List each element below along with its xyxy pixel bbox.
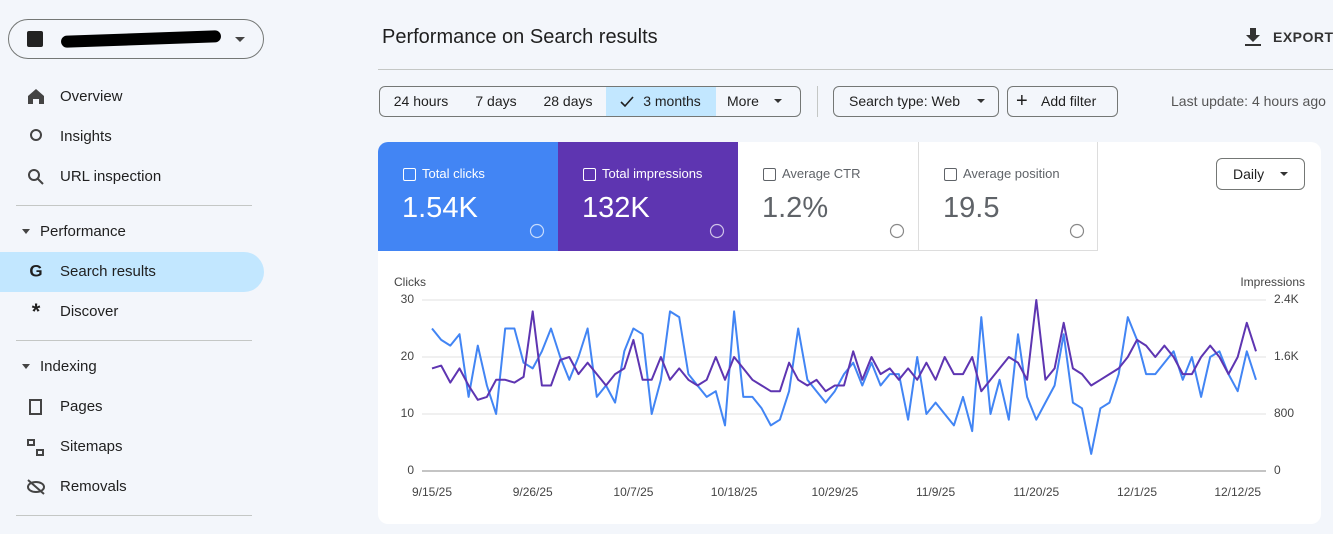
metric-value: 132K	[582, 192, 650, 224]
page-title: Performance on Search results	[382, 26, 658, 48]
metric-label: Average position	[963, 166, 1060, 181]
property-icon	[27, 31, 43, 47]
metric-card[interactable]: Average position 19.5	[918, 142, 1098, 251]
nav-icons: G *	[22, 89, 45, 495]
checkbox	[944, 168, 957, 181]
metric-value: 1.54K	[402, 192, 478, 224]
dropdown-arrow	[1280, 172, 1288, 180]
x-tick-label: 9/15/25	[412, 485, 452, 499]
data-line	[431, 310, 1257, 455]
export-button[interactable]: EXPORT	[1273, 29, 1333, 45]
range-button-selected[interactable]: 3 months	[606, 86, 717, 117]
dropdown-arrow	[774, 99, 782, 107]
checkbox	[403, 168, 416, 181]
last-update: Last update: 4 hours ago	[1171, 93, 1326, 109]
x-tick-label: 10/18/25	[711, 485, 758, 499]
range-button[interactable]: 7 days	[462, 86, 531, 117]
metric-card[interactable]: Total impressions 132K	[558, 142, 738, 251]
y-tick-label: 20	[401, 349, 415, 363]
divider	[16, 515, 252, 516]
sitemaps-icon	[36, 449, 44, 456]
metric-label: Total impressions	[602, 166, 703, 181]
metric-card[interactable]: Total clicks 1.54K	[378, 142, 558, 251]
nav-item[interactable]: Pages	[60, 398, 103, 415]
pages-icon	[29, 399, 42, 415]
more-button[interactable]: More	[716, 86, 801, 117]
nav-item[interactable]: Discover	[60, 303, 119, 320]
help-icon	[1069, 223, 1085, 239]
google-icon: G	[29, 261, 42, 280]
nav-item[interactable]: URL inspection	[60, 168, 162, 185]
y2-axis-label: Impressions	[1240, 275, 1305, 289]
discover-icon: *	[32, 299, 41, 324]
range-button[interactable]: 24 hours	[379, 86, 463, 117]
checkbox	[763, 168, 776, 181]
x-tick-label: 10/7/25	[613, 485, 653, 499]
nav-item[interactable]: Insights	[60, 128, 112, 145]
x-tick-label: 12/12/25	[1214, 485, 1261, 499]
divider	[817, 86, 818, 117]
nav-section[interactable]: Performance	[40, 223, 126, 240]
search-type-button[interactable]: Search type: Web	[833, 86, 999, 117]
checkbox	[583, 168, 596, 181]
nav-section[interactable]: Indexing	[40, 358, 97, 375]
x-tick-label: 9/26/25	[513, 485, 553, 499]
y2-tick-label: 2.4K	[1274, 292, 1299, 306]
granularity-dropdown[interactable]: Daily	[1216, 158, 1305, 190]
nav-item[interactable]: Sitemaps	[60, 438, 123, 455]
y-axis-label: Clicks	[394, 275, 426, 289]
sitemaps-icon	[27, 439, 35, 446]
help-icon	[709, 223, 725, 239]
plus-icon: +	[1016, 90, 1028, 112]
y2-tick-label: 0	[1274, 463, 1281, 477]
x-tick-label: 11/9/25	[916, 485, 955, 499]
help-icon	[889, 223, 905, 239]
metric-label: Average CTR	[782, 166, 861, 181]
divider	[16, 340, 252, 341]
y2-tick-label: 1.6K	[1274, 349, 1299, 363]
y2-tick-label: 800	[1274, 406, 1294, 420]
metric-card[interactable]: Average CTR 1.2%	[738, 142, 918, 251]
dropdown-arrow	[977, 99, 985, 107]
expand-arrow	[22, 229, 30, 234]
removals-icon	[27, 481, 45, 493]
y-tick-label: 0	[407, 463, 414, 477]
divider	[16, 205, 252, 206]
add-filter-button[interactable]: Add filter	[1007, 86, 1118, 117]
divider	[378, 69, 1333, 70]
search-icon-handle	[37, 178, 44, 185]
expand-arrow	[22, 364, 30, 369]
search-icon	[28, 169, 40, 181]
metric-label: Total clicks	[422, 166, 485, 181]
range-button[interactable]: 28 days	[530, 86, 607, 117]
check-icon	[620, 96, 634, 108]
nav-selected-bg	[0, 252, 264, 292]
insights-icon	[30, 129, 42, 141]
metric-value: 1.2%	[762, 192, 829, 224]
y-tick-label: 30	[401, 292, 415, 306]
nav-item[interactable]: Overview	[60, 88, 123, 105]
help-icon	[529, 223, 545, 239]
x-tick-label: 10/29/25	[811, 485, 858, 499]
x-tick-label: 11/20/25	[1013, 485, 1059, 499]
nav-item[interactable]: Search results	[60, 263, 156, 280]
nav-item[interactable]: Removals	[60, 478, 127, 495]
home-icon	[28, 89, 44, 104]
dropdown-arrow	[235, 37, 245, 47]
y-tick-label: 10	[401, 406, 415, 420]
x-tick-label: 12/1/25	[1117, 485, 1157, 499]
data-line	[431, 299, 1257, 401]
metric-value: 19.5	[943, 192, 1000, 224]
download-icon	[1245, 28, 1261, 46]
removals-icon	[27, 479, 45, 495]
property-selector[interactable]	[8, 19, 264, 59]
